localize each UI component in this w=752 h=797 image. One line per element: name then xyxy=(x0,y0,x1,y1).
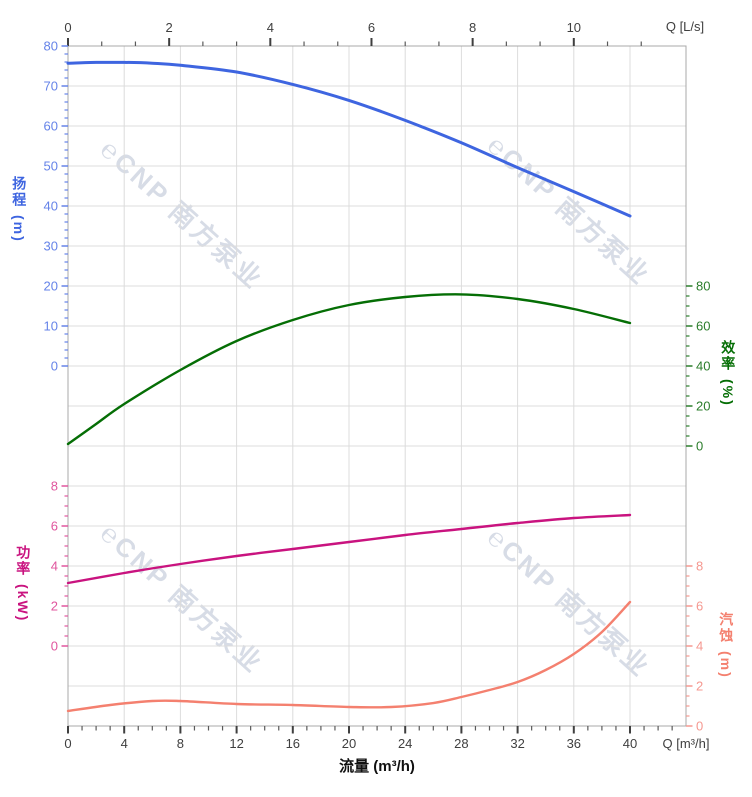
tick-label: 8 xyxy=(696,559,703,574)
axis-head: 0 10 20 30 40 50 60 70 80 xyxy=(44,39,68,374)
npsh-curve xyxy=(66,600,632,713)
npsh-axis-title-text: 汽蚀 xyxy=(718,612,735,644)
axis-power: 0 2 4 6 8 xyxy=(51,479,68,654)
tick-label: 2 xyxy=(696,679,703,694)
tick-label: 0 xyxy=(51,359,58,374)
tick-label: 10 xyxy=(567,20,581,35)
plot-frame xyxy=(67,45,687,727)
tick-label: 4 xyxy=(267,20,274,35)
tick-label: 36 xyxy=(567,736,581,751)
axis-npsh: 0 2 4 6 8 xyxy=(686,559,703,734)
tick-label: 60 xyxy=(44,119,58,134)
tick-label: 80 xyxy=(44,39,58,54)
tick-label: 4 xyxy=(51,559,58,574)
axis-efficiency: 0 20 40 60 80 xyxy=(686,279,710,454)
head-curve xyxy=(66,60,632,218)
head-axis-title-text: 扬程 xyxy=(11,176,28,208)
tick-label: 12 xyxy=(229,736,243,751)
tick-label: 80 xyxy=(696,279,710,294)
efficiency-curve xyxy=(66,293,632,446)
tick-label: 6 xyxy=(51,519,58,534)
power-axis-title-text: 功率 xyxy=(15,545,32,577)
tick-label: 0 xyxy=(696,719,703,734)
tick-label: 8 xyxy=(51,479,58,494)
head-axis-unit: (m) xyxy=(11,215,28,243)
tick-label: 6 xyxy=(368,20,375,35)
tick-label: 8 xyxy=(469,20,476,35)
tick-label: 30 xyxy=(44,239,58,254)
tick-label: 70 xyxy=(44,79,58,94)
tick-label: 4 xyxy=(696,639,703,654)
tick-label: 20 xyxy=(44,279,58,294)
tick-label: 6 xyxy=(696,599,703,614)
tick-label: 24 xyxy=(398,736,412,751)
grid xyxy=(68,46,686,726)
head-axis-title: 扬程 (m) xyxy=(10,176,28,243)
top-axis: 0 2 4 6 8 10 xyxy=(64,20,642,46)
power-axis-title: 功率 (kW) xyxy=(14,545,32,622)
tick-label: 0 xyxy=(64,736,71,751)
tick-label: 40 xyxy=(44,199,58,214)
tick-label: 10 xyxy=(44,319,58,334)
bottom-axis: 0 4 8 12 16 20 24 28 32 36 40 xyxy=(64,726,673,751)
npsh-axis-unit: (m) xyxy=(718,651,735,679)
power-axis-unit: (kW) xyxy=(15,584,32,623)
efficiency-axis-title: 效率 (%) xyxy=(719,340,737,407)
tick-label: 50 xyxy=(44,159,58,174)
npsh-axis-title: 汽蚀 (m) xyxy=(717,612,735,679)
top-axis-unit-label: Q [L/s] xyxy=(665,19,705,34)
bottom-axis-unit-label: Q [m³/h] xyxy=(662,736,710,751)
tick-label: 40 xyxy=(696,359,710,374)
tick-label: 4 xyxy=(121,736,128,751)
flow-axis-title: 流量 (m³/h) xyxy=(339,758,415,775)
tick-label: 28 xyxy=(454,736,468,751)
efficiency-axis-title-text: 效率 xyxy=(720,340,737,372)
tick-label: 60 xyxy=(696,319,710,334)
tick-label: 2 xyxy=(166,20,173,35)
efficiency-axis-unit: (%) xyxy=(720,379,737,407)
tick-label: 8 xyxy=(177,736,184,751)
tick-label: 16 xyxy=(286,736,300,751)
tick-label: 2 xyxy=(51,599,58,614)
tick-label: 20 xyxy=(342,736,356,751)
tick-label: 32 xyxy=(510,736,524,751)
tick-label: 0 xyxy=(696,439,703,454)
power-curve xyxy=(66,513,632,585)
tick-label: 40 xyxy=(623,736,637,751)
tick-label: 20 xyxy=(696,399,710,414)
tick-label: 0 xyxy=(51,639,58,654)
tick-label: 0 xyxy=(64,20,71,35)
